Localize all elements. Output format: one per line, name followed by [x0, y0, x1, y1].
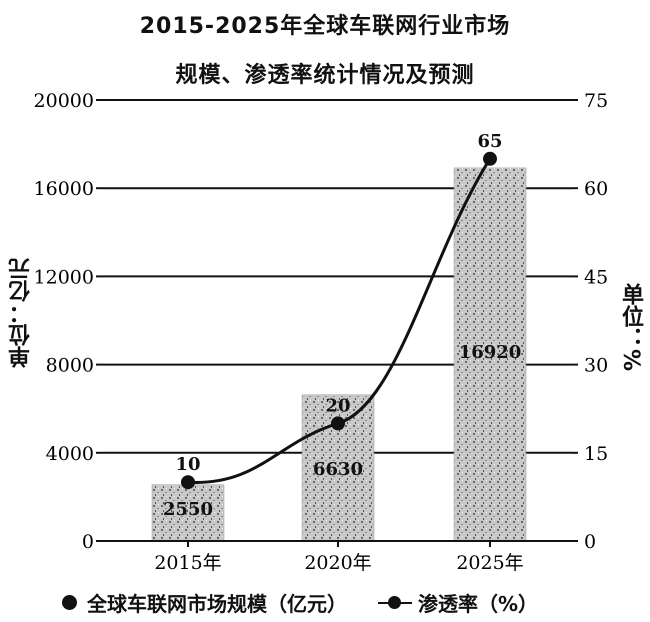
penetration-point — [483, 151, 497, 166]
chart-title-line-1: 2015-2025年全球车联网行业市场 — [139, 14, 511, 39]
x-tick-label: 2020年 — [304, 552, 371, 574]
right-axis-title: 单位：% — [618, 283, 643, 372]
right-tick-label: 75 — [584, 90, 608, 112]
legend-label-market-size: 全球车联网市场规模（亿元） — [87, 592, 347, 616]
right-tick-label: 30 — [584, 355, 608, 377]
right-tick-label: 0 — [584, 531, 596, 553]
x-tick-label: 2015年 — [154, 552, 221, 574]
left-tick-label: 16000 — [34, 178, 94, 200]
left-tick-label: 8000 — [46, 355, 94, 377]
legend-line-marker-icon — [378, 595, 412, 610]
legend-label-penetration: 渗透率（%） — [418, 592, 539, 616]
left-tick-label: 0 — [82, 531, 94, 553]
legend-item-market-size: 全球车联网市场规模（亿元） — [62, 588, 347, 617]
x-tick-label: 2025年 — [456, 552, 523, 574]
bar-data-label: 2550 — [163, 499, 213, 520]
penetration-line — [187, 157, 492, 484]
penetration-data-label: 10 — [175, 454, 200, 475]
right-tick-label: 45 — [584, 266, 608, 288]
penetration-data-label: 20 — [325, 395, 350, 416]
left-tick-label: 20000 — [34, 90, 94, 112]
legend-dot-icon — [62, 595, 77, 610]
right-tick-label: 15 — [584, 443, 608, 465]
legend: 全球车联网市场规模（亿元） 渗透率（%） — [0, 588, 650, 616]
penetration-point — [331, 416, 345, 431]
chart-canvas: 0 4000 8000 12000 16000 20000 0 15 30 45 60 75 2550 6… — [34, 90, 609, 574]
chart-title-line-2: 规模、渗透率统计情况及预测 — [175, 63, 475, 88]
left-tick-label: 4000 — [46, 443, 94, 465]
bar — [453, 167, 527, 542]
legend-item-penetration: 渗透率（%） — [378, 588, 538, 617]
bar-data-label: 16920 — [459, 342, 522, 363]
bar-data-label: 6630 — [313, 459, 363, 480]
right-tick-label: 60 — [584, 178, 608, 200]
left-tick-label: 12000 — [34, 266, 94, 288]
penetration-data-label: 65 — [477, 131, 502, 152]
left-axis-title: 单位：亿元 — [9, 258, 34, 368]
penetration-point — [181, 475, 195, 490]
bar — [151, 484, 225, 542]
